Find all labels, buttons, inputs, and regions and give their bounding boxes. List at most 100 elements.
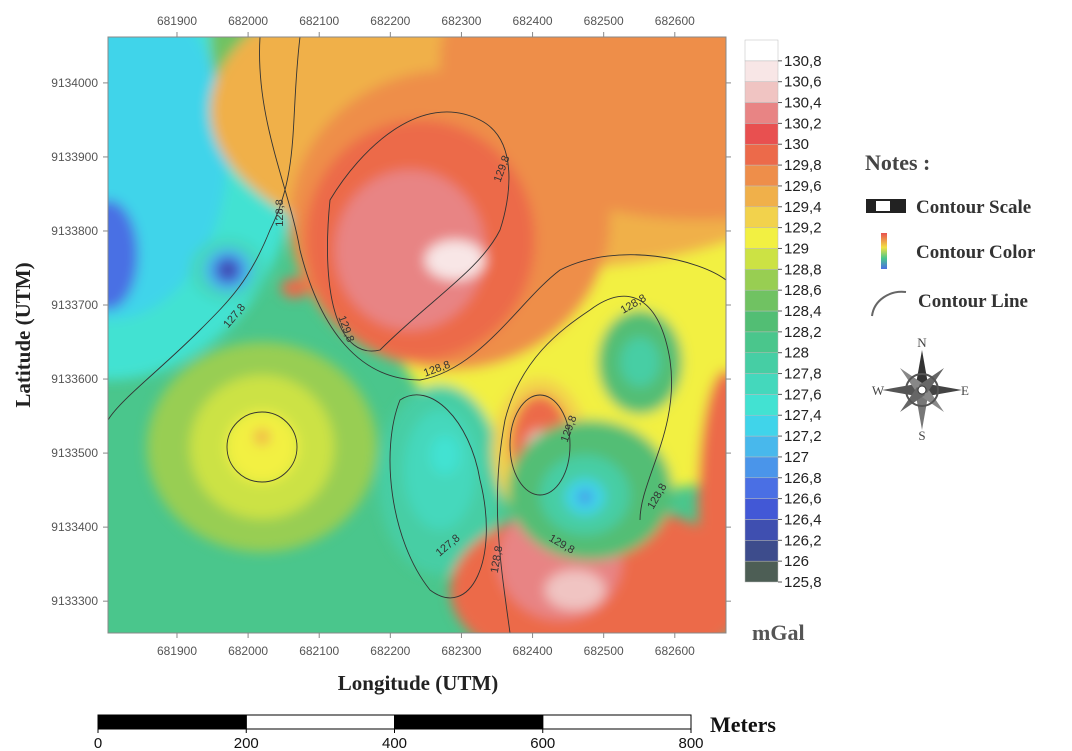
colorbar: 125,8 126 126,2 126,4 126,6 126,8 127 127,2 127,… (745, 40, 822, 591)
colorbar-cell (745, 228, 778, 249)
colorbar-cell (745, 165, 778, 186)
colorbar-cell (745, 436, 778, 457)
colorbar-cell (745, 519, 778, 540)
scale-label: 200 (234, 735, 259, 751)
colorbar-label: 126,2 (784, 532, 822, 549)
colorbar-cell (745, 415, 778, 436)
colorbar-cell (745, 207, 778, 228)
notes-item: Contour Scale (916, 197, 1031, 218)
compass-s: S (918, 428, 925, 443)
field-blob (226, 411, 298, 483)
colorbar-unit: mGal (752, 620, 805, 645)
x-tick-label: 682500 (584, 14, 624, 28)
field-blob (430, 435, 460, 475)
field-blob (545, 570, 605, 610)
contour-label: 128,8 (274, 199, 286, 227)
map-figure: 129,8128,8127,8129,8128,8128,8129,8128,8… (0, 0, 1072, 751)
colorbar-label: 127,2 (784, 428, 822, 445)
y-tick-label: 9133800 (51, 224, 98, 238)
colorbar-cell (745, 457, 778, 478)
colorbar-label: 129,8 (784, 157, 822, 174)
colorbar-label: 127,4 (784, 407, 822, 424)
notes-line-icon (872, 292, 906, 316)
colorbar-cell (745, 40, 778, 61)
compass-w: W (872, 383, 885, 398)
compass (882, 350, 962, 430)
scale-unit: Meters (710, 712, 776, 737)
colorbar-label: 126 (784, 553, 809, 570)
colorbar-label: 129,2 (784, 220, 822, 237)
colorbar-label: 129,4 (784, 199, 822, 216)
colorbar-label: 130,8 (784, 53, 822, 70)
colorbar-cell (745, 561, 778, 582)
field-blob (579, 491, 591, 503)
colorbar-label: 128 (784, 345, 809, 362)
colorbar-cell (745, 374, 778, 395)
colorbar-label: 125,8 (784, 574, 822, 591)
notes-title: Notes : (865, 150, 930, 175)
scale-label: 600 (530, 735, 555, 751)
y-tick-label: 9133600 (51, 372, 98, 386)
colorbar-cell (745, 478, 778, 499)
x-tick-label: 682500 (584, 644, 624, 658)
colorbar-cell (745, 499, 778, 520)
colorbar-label: 128,2 (784, 324, 822, 341)
x-tick-label: 682100 (299, 14, 339, 28)
y-tick-label: 9133700 (51, 298, 98, 312)
x-tick-label: 682300 (441, 14, 481, 28)
x-axis-title: Longitude (UTM) (338, 671, 498, 695)
y-axis-title: Latitude (UTM) (11, 262, 35, 407)
colorbar-label: 129,6 (784, 178, 822, 195)
colorbar-cell (745, 123, 778, 144)
colorbar-cell (745, 311, 778, 332)
field-blob (425, 240, 485, 280)
scale-segment (246, 715, 394, 729)
compass-n: N (917, 335, 927, 350)
colorbar-cell (745, 248, 778, 269)
x-tick-label: 682200 (370, 644, 410, 658)
colorbar-label: 126,8 (784, 470, 822, 487)
y-tick-label: 9134000 (51, 76, 98, 90)
x-tick-label: 682600 (655, 14, 695, 28)
x-tick-label: 682100 (299, 644, 339, 658)
compass-e: E (961, 383, 969, 398)
page: {"map": { "type": "contour", "x_label": … (0, 0, 1072, 751)
colorbar-label: 127,8 (784, 366, 822, 383)
notes-scale-icon (876, 201, 890, 211)
field-blob (281, 278, 309, 298)
colorbar-cell (745, 269, 778, 290)
colorbar-label: 127 (784, 449, 809, 466)
colorbar-label: 129 (784, 240, 809, 257)
y-tick-label: 9133500 (51, 446, 98, 460)
scale-label: 0 (94, 735, 102, 751)
colorbar-label: 126,6 (784, 491, 822, 508)
notes-color-icon (881, 233, 887, 269)
colorbar-label: 126,4 (784, 511, 822, 528)
colorbar-cell (745, 332, 778, 353)
colorbar-label: 130 (784, 136, 809, 153)
colorbar-label: 127,6 (784, 386, 822, 403)
x-tick-label: 682600 (655, 644, 695, 658)
colorbar-label: 128,6 (784, 282, 822, 299)
colorbar-label: 130,6 (784, 74, 822, 91)
colorbar-label: 128,4 (784, 303, 822, 320)
colorbar-cell (745, 290, 778, 311)
y-tick-label: 9133900 (51, 150, 98, 164)
colorbar-cell (745, 82, 778, 103)
colorbar-cell (745, 394, 778, 415)
x-tick-label: 682200 (370, 14, 410, 28)
notes-item: Contour Line (918, 291, 1028, 312)
colorbar-cell (745, 540, 778, 561)
x-tick-label: 682300 (441, 644, 481, 658)
x-tick-label: 682400 (513, 644, 553, 658)
colorbar-cell (745, 353, 778, 374)
colorbar-label: 128,8 (784, 261, 822, 278)
y-tick-label: 9133400 (51, 520, 98, 534)
x-tick-label: 681900 (157, 644, 197, 658)
field-blob (254, 429, 270, 445)
colorbar-label: 130,4 (784, 95, 822, 112)
colorbar-cell (745, 186, 778, 207)
colorbar-cell (745, 103, 778, 124)
x-tick-label: 682000 (228, 14, 268, 28)
